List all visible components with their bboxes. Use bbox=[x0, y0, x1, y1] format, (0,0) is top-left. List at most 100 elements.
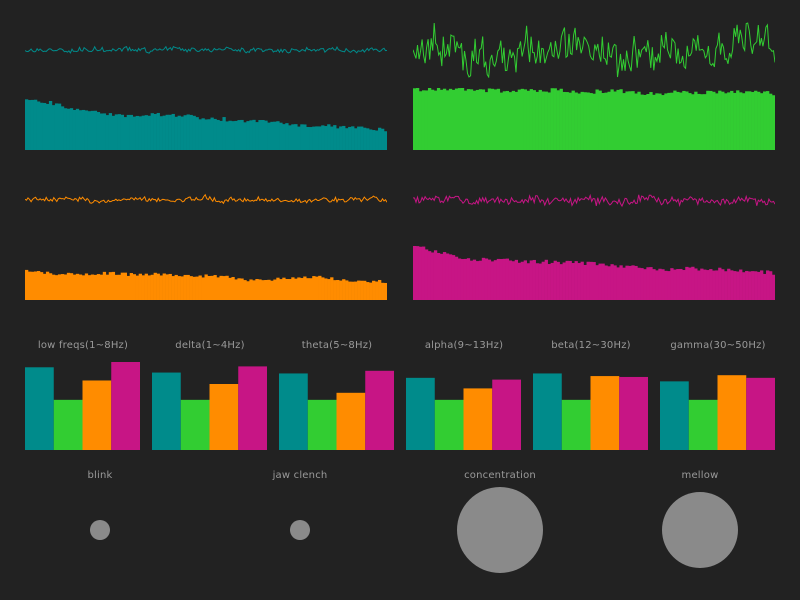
spectrum-bar bbox=[625, 91, 629, 150]
spectrum-bar bbox=[529, 260, 533, 300]
spectrum-bar bbox=[249, 279, 253, 300]
spectrum-bar bbox=[201, 277, 205, 300]
spectrum-bar bbox=[508, 92, 513, 150]
spectrum-bar bbox=[769, 271, 773, 300]
spectrum-bar bbox=[54, 103, 59, 150]
spectrum-bar bbox=[153, 113, 157, 150]
spectrum-bar bbox=[276, 121, 280, 150]
spectrum-bar bbox=[766, 91, 770, 150]
spectrum-bar bbox=[279, 122, 283, 150]
spectrum-bar bbox=[384, 131, 387, 150]
spectrum-bar bbox=[57, 103, 62, 150]
waveform-teal bbox=[25, 45, 387, 54]
spectrum-bar bbox=[27, 100, 32, 150]
spectrum-bar bbox=[324, 278, 328, 300]
spectrum-bar bbox=[138, 116, 142, 150]
spectrum-bar bbox=[631, 91, 635, 150]
band-power-chart bbox=[25, 362, 775, 450]
spectrum-bar bbox=[306, 278, 310, 300]
spectrum-bar bbox=[141, 115, 145, 150]
spectrum-bar bbox=[619, 89, 623, 150]
spectrum-bar bbox=[114, 274, 119, 300]
spectrum-bar bbox=[171, 276, 175, 300]
spectrum-bar bbox=[267, 279, 271, 300]
spectrum-bar bbox=[48, 100, 53, 150]
band-bar-teal bbox=[660, 381, 689, 450]
spectrum-bar bbox=[168, 114, 172, 150]
band-label-alpha: alpha(9~13Hz) bbox=[424, 340, 504, 351]
spectrum-bar bbox=[141, 275, 145, 300]
spectrum-bar bbox=[207, 119, 211, 150]
spectrum-bar bbox=[147, 115, 151, 150]
waveform-line-magenta bbox=[413, 193, 775, 208]
spectrum-bar bbox=[132, 274, 136, 300]
spectrum-bar bbox=[177, 276, 181, 300]
spectrum-bar bbox=[225, 275, 229, 300]
spectrum-bar bbox=[532, 259, 536, 300]
spectrum-bar bbox=[339, 280, 343, 300]
band-group bbox=[25, 362, 140, 450]
spectrum-bar bbox=[538, 263, 542, 300]
spectrum-bar bbox=[192, 276, 196, 300]
spectrum-bar bbox=[715, 270, 719, 300]
spectrum-bar bbox=[490, 88, 495, 150]
spectrum-magenta bbox=[413, 246, 775, 300]
spectrum-bar bbox=[457, 258, 462, 300]
spectrum-bar bbox=[763, 273, 767, 300]
spectrum-bar bbox=[571, 90, 575, 150]
spectrum-bar bbox=[532, 90, 536, 150]
spectrum-bar bbox=[42, 102, 47, 150]
spectrum-bar bbox=[556, 90, 560, 150]
spectrum-bar bbox=[189, 114, 193, 150]
spectrum-bar bbox=[751, 92, 755, 150]
metric-label-blink: blink bbox=[87, 470, 113, 481]
spectrum-bar bbox=[273, 279, 277, 300]
spectrum-bar bbox=[132, 116, 136, 150]
spectrum-bar bbox=[628, 265, 632, 300]
spectrum-bar bbox=[288, 279, 292, 300]
spectrum-bar bbox=[565, 92, 569, 150]
waveform-line-orange bbox=[25, 193, 387, 205]
spectrum-bar bbox=[99, 113, 104, 150]
spectrum-bar bbox=[111, 115, 116, 150]
band-bar-magenta bbox=[365, 370, 394, 450]
spectrum-bar bbox=[553, 88, 557, 150]
spectrum-bar bbox=[210, 275, 214, 300]
spectrum-bar bbox=[285, 123, 289, 150]
spectrum-bars-magenta bbox=[413, 246, 775, 300]
spectrum-bar bbox=[727, 268, 731, 300]
spectrum-bar bbox=[415, 88, 420, 150]
spectrum-bar bbox=[481, 257, 486, 300]
spectrum-bar bbox=[318, 275, 322, 300]
spectrum-bar bbox=[108, 272, 113, 300]
spectrum-bar bbox=[625, 265, 629, 300]
spectrum-bar bbox=[171, 113, 175, 150]
spectrum-bar bbox=[135, 115, 139, 150]
band-group bbox=[660, 375, 775, 450]
spectrum-bar bbox=[354, 128, 358, 150]
spectrum-bar bbox=[502, 258, 507, 300]
spectrum-bar bbox=[369, 129, 373, 150]
spectrum-bar bbox=[413, 246, 417, 300]
band-bar-orange bbox=[336, 392, 366, 450]
spectrum-bar bbox=[619, 265, 623, 300]
spectrum-bar bbox=[592, 262, 596, 300]
spectrum-bar bbox=[607, 91, 611, 150]
spectrum-bar bbox=[550, 262, 554, 300]
spectrum-bar bbox=[255, 122, 259, 150]
spectrum-bar bbox=[219, 120, 223, 150]
band-bar-teal bbox=[406, 377, 435, 450]
spectrum-bar bbox=[694, 91, 698, 150]
spectrum-bar bbox=[670, 268, 674, 300]
spectrum-bar bbox=[466, 89, 471, 150]
spectrum-bar bbox=[439, 253, 444, 300]
spectrum-bar bbox=[487, 88, 492, 150]
spectrum-bar bbox=[336, 279, 340, 300]
spectrum-bar bbox=[673, 269, 677, 300]
spectrum-bar bbox=[739, 92, 743, 150]
spectrum-bar bbox=[490, 261, 495, 300]
spectrum-bar bbox=[342, 125, 346, 150]
spectrum-bar bbox=[766, 270, 770, 300]
spectrum-bar bbox=[424, 90, 429, 150]
spectrum-bar bbox=[700, 268, 704, 300]
